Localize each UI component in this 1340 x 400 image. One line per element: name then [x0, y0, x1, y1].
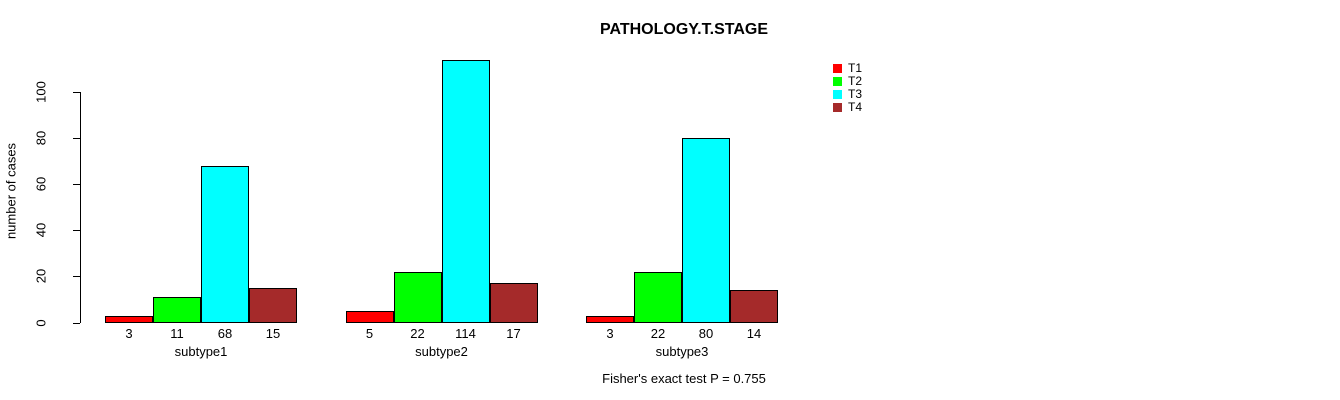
bar-value-label: 15: [265, 326, 281, 341]
legend-swatch-t2: [833, 77, 842, 86]
y-axis-tick: [73, 138, 80, 140]
y-axis-tick: [73, 322, 80, 324]
bar-t2-subtype2: [393, 271, 442, 324]
legend-label: T4: [848, 100, 863, 114]
bar-t2-subtype1: [153, 297, 201, 324]
bar-t4-subtype2: [489, 283, 538, 324]
bar-value-label: 17: [506, 326, 521, 341]
y-axis-label: number of cases: [3, 142, 19, 240]
bar-t2-subtype3: [634, 271, 682, 324]
y-axis-tick: [73, 92, 80, 94]
bar-value-label: 22: [410, 326, 425, 341]
y-axis-tick-label: 0: [33, 318, 49, 327]
legend-row-t3: T3: [833, 88, 862, 101]
bar-value-label: 68: [217, 326, 233, 341]
legend-row-t1: T1: [833, 62, 862, 75]
bar-t3-subtype3: [682, 138, 730, 324]
y-axis-tick-label: 40: [33, 223, 49, 238]
bar-value-label: 3: [125, 326, 133, 341]
bar-t3-subtype1: [201, 165, 249, 324]
bar-t1-subtype2: [345, 310, 394, 324]
legend-label: T3: [848, 87, 863, 101]
bar-t3-subtype2: [441, 59, 490, 324]
y-axis-tick: [73, 276, 80, 278]
chart-title: PATHOLOGY.T.STAGE: [599, 21, 769, 38]
bar-value-label: 11: [170, 326, 184, 341]
bar-value-label: 22: [650, 326, 666, 341]
bar-t4-subtype3: [730, 290, 778, 324]
bar-t4-subtype1: [249, 287, 297, 324]
y-axis-tick: [73, 184, 80, 186]
y-axis-tick: [73, 230, 80, 232]
y-axis-tick-label: 20: [33, 269, 49, 284]
legend-row-t2: T2: [833, 75, 862, 88]
y-axis-tick-label: 100: [33, 81, 49, 104]
category-label-subtype2: subtype2: [415, 344, 468, 359]
bar-t1-subtype3: [586, 315, 634, 324]
bar-value-label: 114: [455, 326, 476, 341]
legend-swatch-t1: [833, 64, 842, 73]
bar-value-label: 3: [606, 326, 614, 341]
y-axis-tick-label: 60: [33, 177, 49, 192]
legend-label: T1: [848, 61, 863, 75]
bar-t1-subtype1: [105, 315, 153, 324]
bar-value-label: 14: [746, 326, 762, 341]
fisher-note: Fisher's exact test P = 0.755: [602, 371, 766, 386]
bar-value-label: 5: [365, 326, 374, 341]
category-label-subtype3: subtype3: [655, 344, 709, 359]
y-axis-tick-label: 80: [33, 131, 49, 146]
legend-row-t4: T4: [833, 101, 862, 114]
bar-value-label: 80: [698, 326, 714, 341]
legend-swatch-t3: [833, 90, 842, 99]
legend: T1 T2 T3 T4: [833, 62, 862, 114]
legend-swatch-t4: [833, 103, 842, 112]
legend-label: T2: [848, 74, 863, 88]
y-axis-line: [80, 92, 81, 324]
category-label-subtype1: subtype1: [174, 344, 228, 359]
